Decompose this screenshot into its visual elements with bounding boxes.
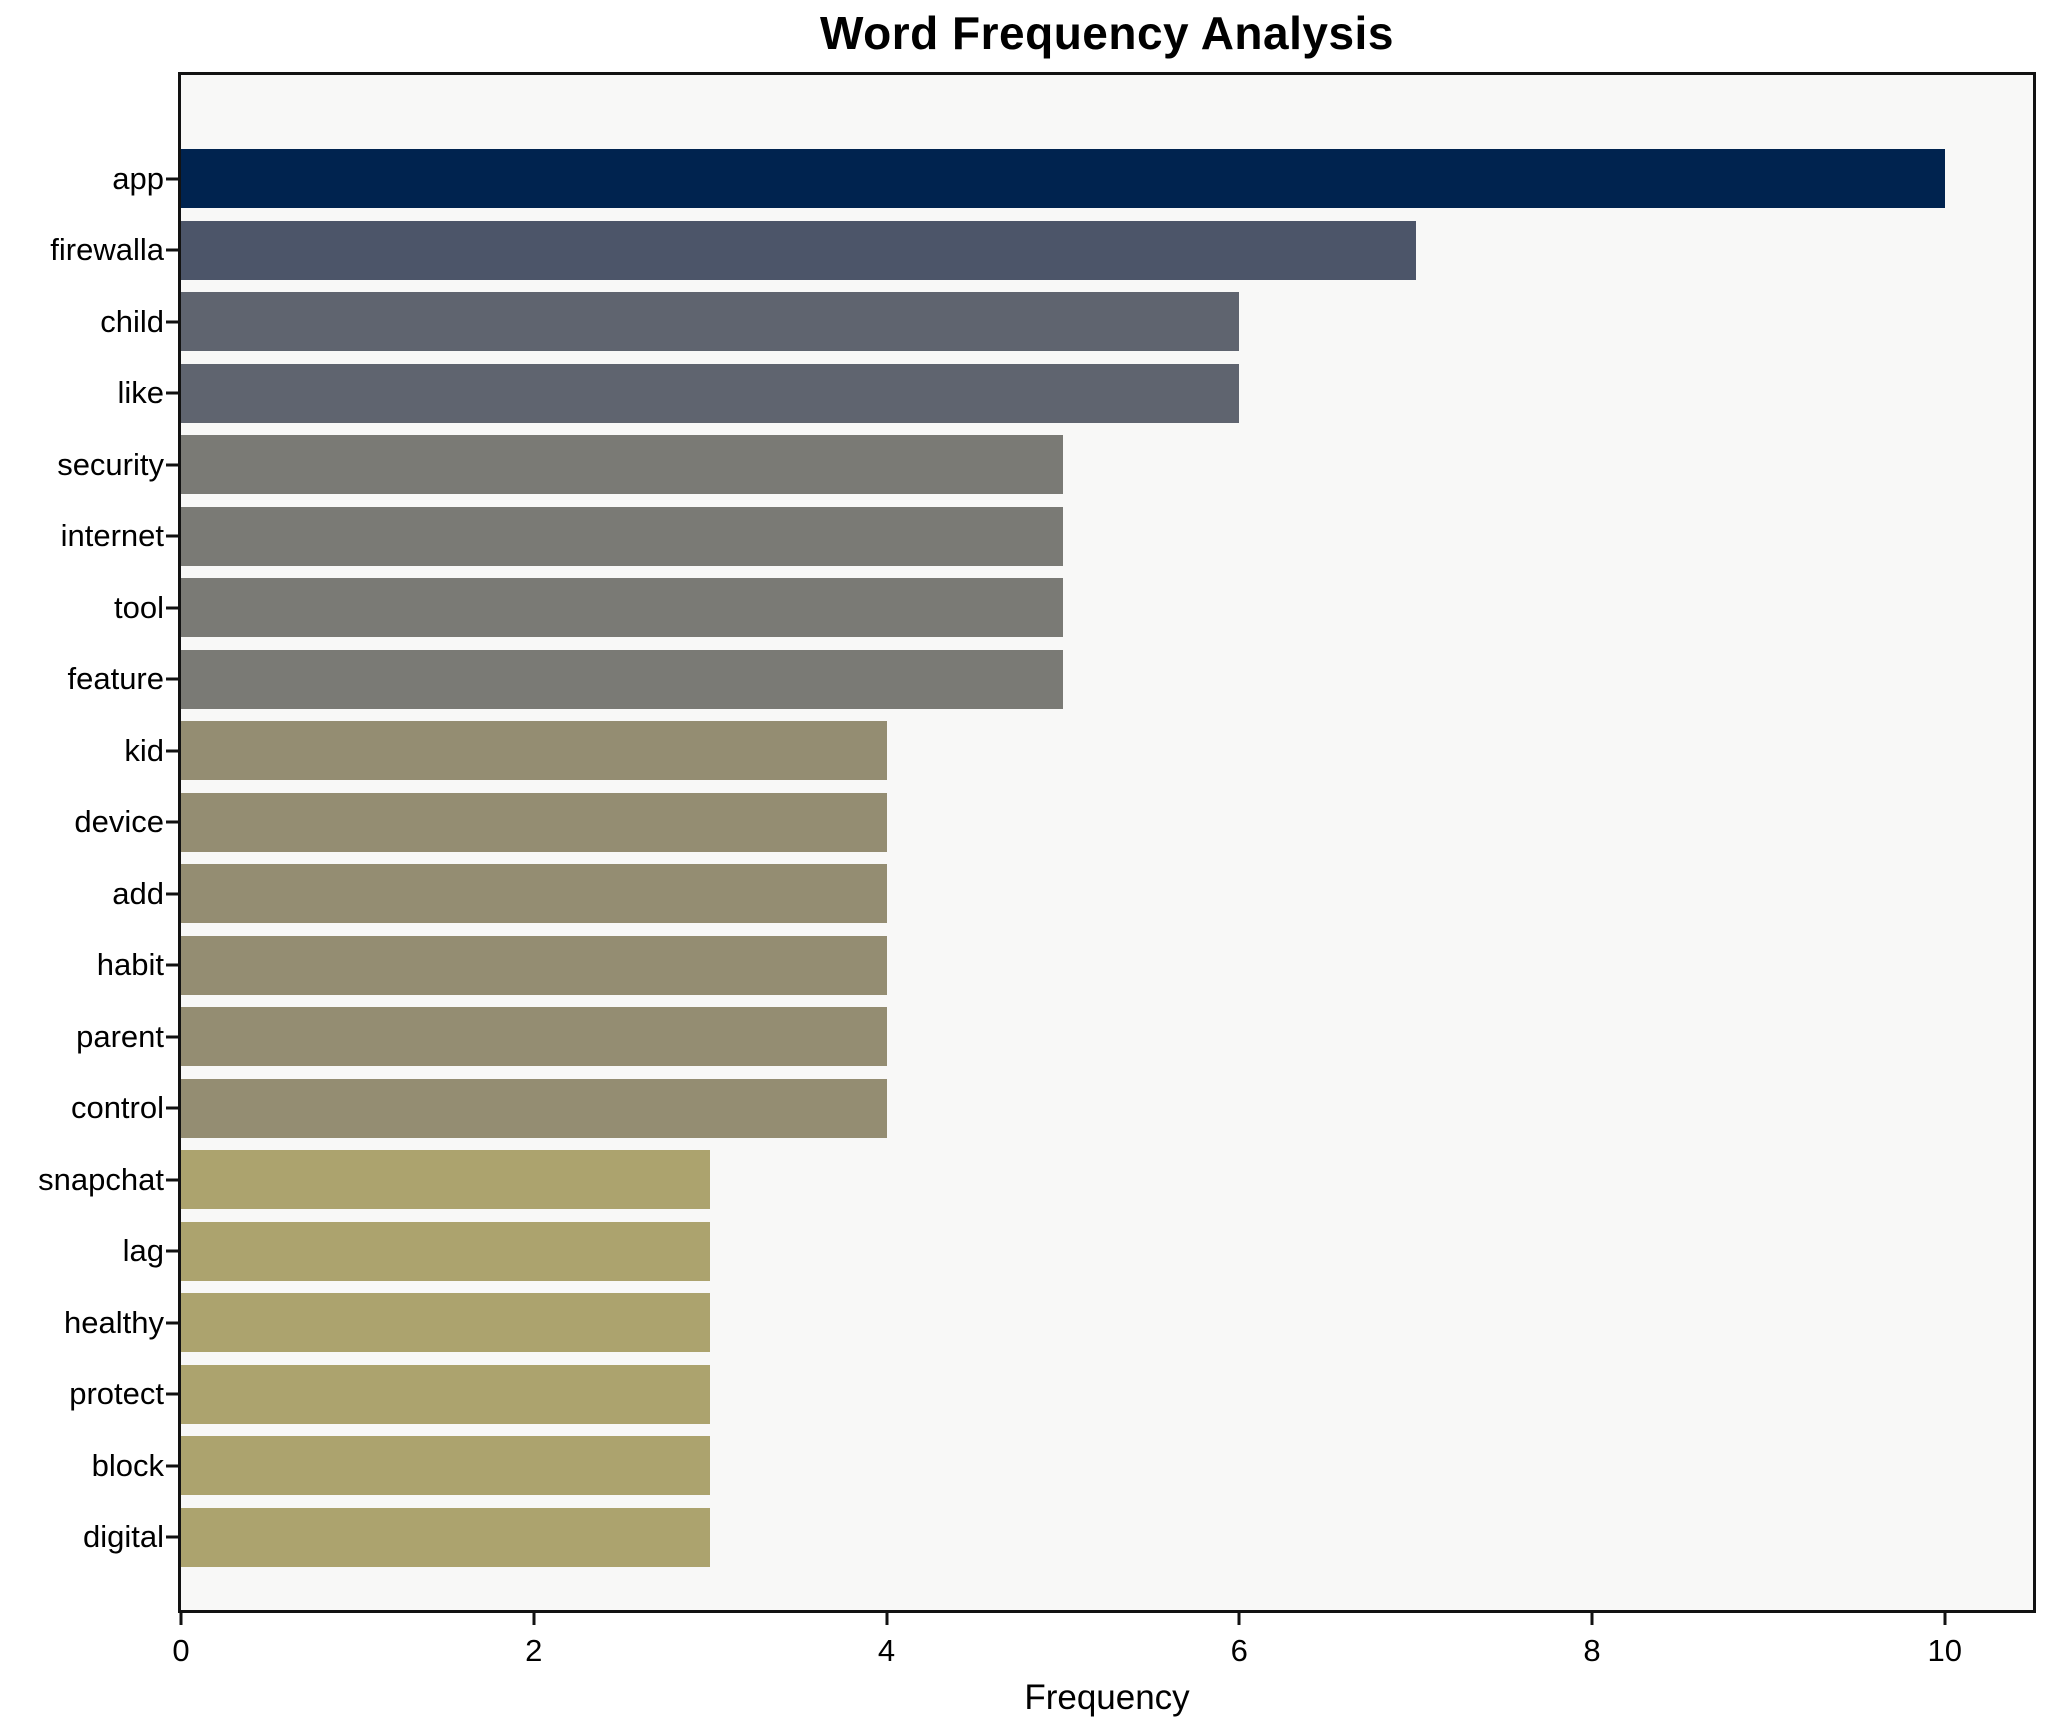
y-tick-control — [166, 1106, 178, 1110]
bar-app — [181, 149, 1945, 209]
y-tick-parent — [166, 1035, 178, 1039]
y-axis-label-add: add — [112, 875, 164, 911]
y-axis-label-child: child — [100, 303, 164, 339]
y-axis-label-app: app — [112, 160, 164, 196]
bar-feature — [181, 649, 1063, 709]
x-tick-label-0: 0 — [172, 1633, 190, 1668]
y-tick-lag — [166, 1249, 178, 1253]
bar-device — [181, 792, 887, 852]
y-tick-add — [166, 892, 178, 896]
y-axis-label-tool: tool — [114, 589, 164, 625]
y-tick-firewalla — [166, 248, 178, 252]
chart-title: Word Frequency Analysis — [820, 7, 1394, 59]
bar-firewalla — [181, 220, 1416, 280]
y-tick-internet — [166, 534, 178, 538]
y-axis-label-internet: internet — [60, 518, 164, 554]
y-tick-child — [166, 320, 178, 324]
y-tick-device — [166, 820, 178, 824]
y-tick-block — [166, 1464, 178, 1468]
y-tick-app — [166, 177, 178, 181]
x-tick-4 — [885, 1613, 889, 1625]
x-tick-label-4: 4 — [877, 1633, 896, 1668]
y-tick-like — [166, 391, 178, 395]
y-axis-label-snapchat: snapchat — [38, 1161, 164, 1197]
y-tick-protect — [166, 1392, 178, 1396]
x-tick-6 — [1237, 1613, 1241, 1625]
y-axis-label-healthy: healthy — [64, 1304, 164, 1340]
bar-control — [181, 1078, 887, 1138]
y-axis-label-like: like — [117, 375, 164, 411]
y-tick-kid — [166, 749, 178, 753]
plot-area — [178, 72, 2036, 1613]
y-axis-label-lag: lag — [122, 1233, 164, 1269]
bar-healthy — [181, 1293, 711, 1353]
y-axis-label-kid: kid — [124, 732, 164, 768]
x-tick-label-8: 8 — [1583, 1633, 1601, 1668]
bar-security — [181, 435, 1063, 495]
bar-internet — [181, 506, 1063, 566]
y-tick-healthy — [166, 1321, 178, 1325]
y-tick-habit — [166, 963, 178, 967]
y-axis-label-protect: protect — [69, 1376, 164, 1412]
bar-block — [181, 1436, 711, 1496]
y-tick-tool — [166, 606, 178, 610]
bar-parent — [181, 1007, 887, 1067]
bar-like — [181, 363, 1240, 423]
bar-child — [181, 292, 1240, 352]
y-axis-label-feature: feature — [67, 661, 164, 697]
bar-protect — [181, 1364, 711, 1424]
bar-digital — [181, 1507, 711, 1567]
x-tick-8 — [1590, 1613, 1594, 1625]
y-axis-label-firewalla: firewalla — [50, 232, 164, 268]
y-tick-snapchat — [166, 1178, 178, 1182]
x-tick-label-6: 6 — [1230, 1633, 1248, 1668]
y-axis-label-digital: digital — [83, 1519, 164, 1555]
x-tick-10 — [1943, 1613, 1947, 1625]
bar-snapchat — [181, 1150, 711, 1210]
y-tick-security — [166, 463, 178, 467]
x-axis-title: Frequency — [1024, 1678, 1190, 1717]
x-tick-label-10: 10 — [1927, 1633, 1963, 1668]
x-tick-label-2: 2 — [525, 1633, 543, 1668]
y-axis-label-parent: parent — [76, 1018, 164, 1054]
y-tick-feature — [166, 677, 178, 681]
y-axis-label-control: control — [70, 1090, 164, 1126]
x-tick-0 — [179, 1613, 183, 1625]
y-axis-label-device: device — [74, 804, 164, 840]
bar-kid — [181, 721, 887, 781]
y-axis-label-block: block — [91, 1447, 164, 1483]
bar-habit — [181, 935, 887, 995]
x-tick-2 — [532, 1613, 536, 1625]
bar-lag — [181, 1221, 711, 1281]
y-tick-digital — [166, 1535, 178, 1539]
y-axis-label-habit: habit — [96, 947, 164, 983]
bar-add — [181, 864, 887, 924]
y-axis-label-security: security — [57, 446, 164, 482]
bar-tool — [181, 578, 1063, 638]
